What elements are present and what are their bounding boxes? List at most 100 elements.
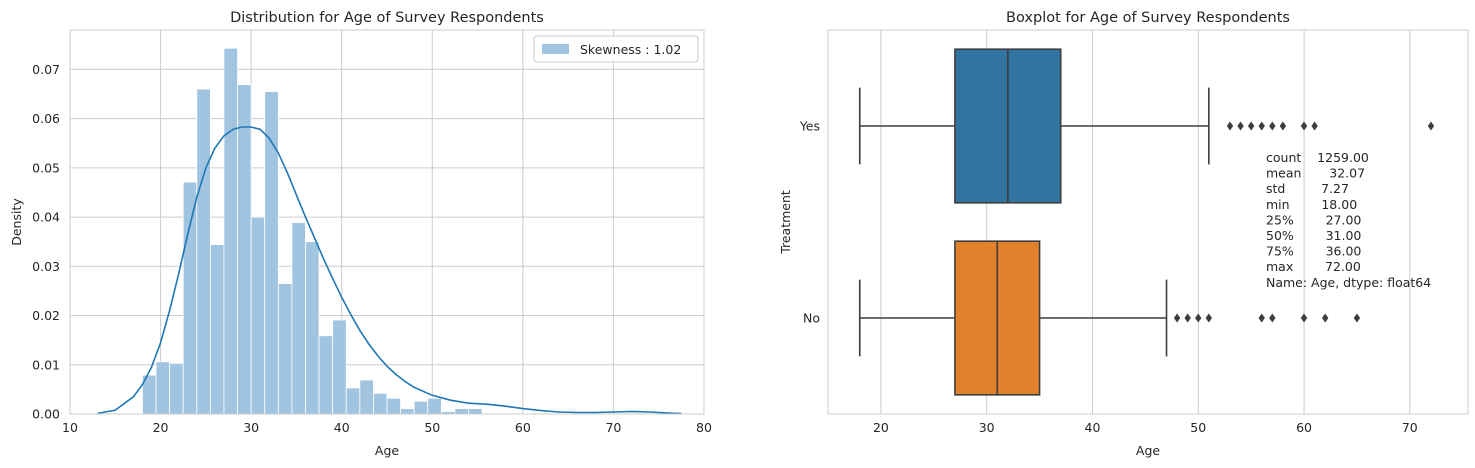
boxplot-x-tick-label: 50 [1190, 420, 1206, 435]
boxplot-outlier [1258, 313, 1265, 323]
boxplot-outlier [1184, 313, 1191, 323]
histogram-axes-background [70, 30, 704, 414]
boxplot-category-label: Yes [799, 119, 820, 134]
histogram-x-tick-label: 40 [334, 420, 350, 435]
histogram-x-tick-label: 60 [515, 420, 531, 435]
boxplot-outlier [1269, 121, 1276, 131]
histogram-bar [155, 361, 171, 415]
summary-statistics-line: count 1259.00 [1266, 150, 1369, 165]
boxplot-outlier [1311, 121, 1318, 131]
histogram-y-axis-label: Density [9, 198, 24, 246]
summary-statistics-line: max 72.00 [1266, 259, 1361, 274]
histogram-bar [468, 408, 483, 415]
histogram-bar [345, 387, 361, 415]
histogram-x-tick-label: 50 [424, 420, 440, 435]
boxplot-outlier [1321, 313, 1329, 323]
boxplot-x-tick-labels: 20 30 40 50 60 70 [873, 420, 1418, 435]
legend-swatch [542, 44, 569, 54]
boxplot-outlier [1427, 121, 1435, 131]
histogram-bar [182, 181, 198, 415]
histogram-bar [223, 47, 238, 415]
histogram-bar [277, 283, 293, 415]
histogram-bar [169, 362, 184, 415]
histogram-y-tick-label: 0.05 [32, 160, 60, 175]
boxplot-outlier [1205, 313, 1213, 323]
histogram-y-tick-label: 0.00 [32, 407, 60, 422]
boxplot-y-axis-label: Treatment [778, 190, 793, 255]
histogram-title: Distribution for Age of Survey Responden… [230, 10, 544, 26]
histogram-bar [291, 222, 306, 415]
boxplot-outlier [1258, 121, 1265, 131]
histogram-bar [413, 400, 429, 415]
boxplot-axes-background [828, 30, 1468, 414]
summary-statistics-line: 25% 27.00 [1266, 212, 1361, 227]
boxplot-x-tick-label: 30 [979, 420, 995, 435]
summary-statistics-line: mean 32.07 [1266, 166, 1365, 181]
boxplot-title: Boxplot for Age of Survey Respondents [1006, 10, 1290, 26]
histogram-bar [250, 216, 266, 415]
histogram-y-tick-label: 0.06 [32, 111, 60, 126]
histogram-bar [332, 319, 347, 415]
summary-statistics-line: min 18.00 [1266, 197, 1357, 212]
histogram-bars [142, 47, 483, 415]
boxplot-x-tick-label: 20 [873, 420, 889, 435]
histogram-y-tick-label: 0.03 [32, 259, 60, 274]
histogram-bar [359, 379, 374, 415]
histogram-y-tick-label: 0.07 [32, 62, 60, 77]
histogram-legend: Skewness : 1.02 [533, 35, 699, 63]
histogram-panel: 10 20 30 40 50 60 70 80 0.000.010.020.030.040.0… [9, 10, 712, 458]
boxplot-x-tick-label: 40 [1085, 420, 1101, 435]
histogram-bar [386, 397, 401, 415]
histogram-bar [427, 397, 442, 415]
boxplot-axes-frame [827, 29, 1469, 415]
histogram-x-tick-label: 20 [153, 420, 169, 435]
boxplot-panel: 20 30 40 50 60 70 Yes No Boxplot for Age of Su… [778, 10, 1469, 458]
histogram-x-axis-label: Age [375, 443, 399, 458]
legend-label: Skewness : 1.02 [580, 42, 681, 57]
histogram-bar [373, 392, 388, 415]
boxplot-outlier [1300, 121, 1308, 131]
histogram-axes-frame [69, 29, 705, 415]
boxplot-outlier [1300, 313, 1308, 323]
histogram-x-tick-label: 30 [243, 420, 259, 435]
boxplot-outlier [1269, 313, 1276, 323]
boxplot-outlier [1195, 313, 1202, 323]
legend-frame [533, 35, 699, 63]
boxplot-outlier [1279, 121, 1287, 131]
histogram-gridlines [69, 30, 705, 415]
histogram-y-tick-label: 0.04 [32, 210, 60, 225]
histogram-bar [196, 88, 211, 415]
histogram-bar [209, 244, 225, 415]
boxplot-outlier [1237, 121, 1244, 131]
histogram-bar [400, 408, 415, 415]
histogram-x-tick-label: 70 [605, 420, 621, 435]
boxplot-x-tick-label: 60 [1296, 420, 1312, 435]
kde-line [97, 126, 682, 415]
boxplot-x-axis-label: Age [1136, 443, 1160, 458]
boxplot-outlier [1353, 313, 1361, 323]
histogram-x-tick-label: 80 [696, 420, 712, 435]
histogram-bar [264, 91, 279, 415]
summary-statistics-line: Name: Age, dtype: float64 [1266, 275, 1431, 290]
boxplot-outlier [1247, 121, 1255, 131]
histogram-bar [318, 335, 334, 415]
boxplot-outlier [1173, 313, 1181, 323]
boxplot-category-label: No [803, 311, 820, 326]
histogram-x-tick-label: 10 [62, 420, 78, 435]
histogram-bar [237, 84, 252, 415]
summary-statistics-line: std 7.27 [1266, 181, 1349, 196]
summary-statistics-line: 50% 31.00 [1266, 228, 1361, 243]
boxplot-x-tick-label: 70 [1402, 420, 1418, 435]
histogram-bar [305, 241, 320, 415]
histogram-y-tick-label: 0.01 [32, 357, 60, 372]
histogram-x-tick-labels: 10 20 30 40 50 60 70 80 [62, 420, 712, 435]
summary-statistics-line: 75% 36.00 [1266, 244, 1361, 259]
histogram-y-tick-labels: 0.00 0.01 0.02 0.03 0.04 0.05 0.06 0.07 [32, 62, 60, 422]
boxplot-y-tick-labels: Yes No [799, 119, 820, 326]
boxplot-outlier [1226, 121, 1234, 131]
boxplot-boxes [858, 48, 1435, 396]
histogram-y-tick-label: 0.02 [32, 308, 60, 323]
histogram-bar [454, 408, 469, 415]
